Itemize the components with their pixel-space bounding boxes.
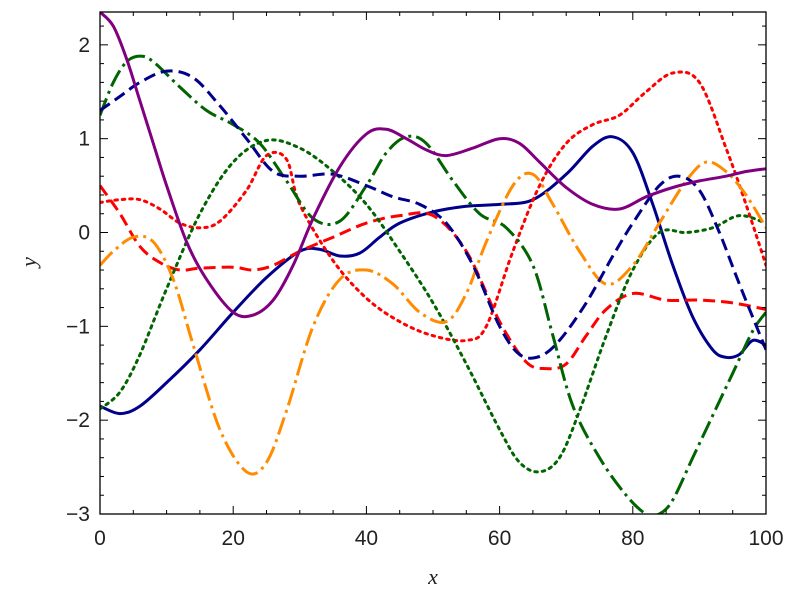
y-tick-label: −3: [66, 503, 90, 526]
series-line-5: [100, 138, 766, 474]
y-tick-label: 0: [78, 222, 90, 245]
series-line-8: [100, 12, 766, 319]
x-tick-label: 0: [94, 527, 106, 550]
x-tick-label: 100: [748, 527, 783, 550]
y-tick-label: 2: [78, 34, 90, 57]
y-tick-label: −2: [66, 409, 90, 432]
series-line-1: [100, 135, 766, 416]
y-axis-label: y: [16, 257, 41, 269]
x-tick-label: 80: [621, 527, 644, 550]
y-tick-label: 1: [78, 128, 90, 151]
x-axis-label: x: [427, 564, 438, 589]
series-line-3: [100, 70, 766, 343]
y-tick-label: −1: [66, 315, 90, 338]
tick-layer: 0 20 40 60 80 100 −3 −2 −1 0 1 2: [66, 12, 784, 550]
series-line-7: [100, 69, 766, 360]
series-line-2: [100, 184, 766, 371]
series-line-4: [100, 54, 766, 514]
x-tick-label: 60: [488, 527, 511, 550]
series-layer: [100, 12, 766, 514]
x-tick-label: 40: [355, 527, 378, 550]
x-tick-label: 20: [222, 527, 245, 550]
series-line-6: [100, 160, 766, 476]
